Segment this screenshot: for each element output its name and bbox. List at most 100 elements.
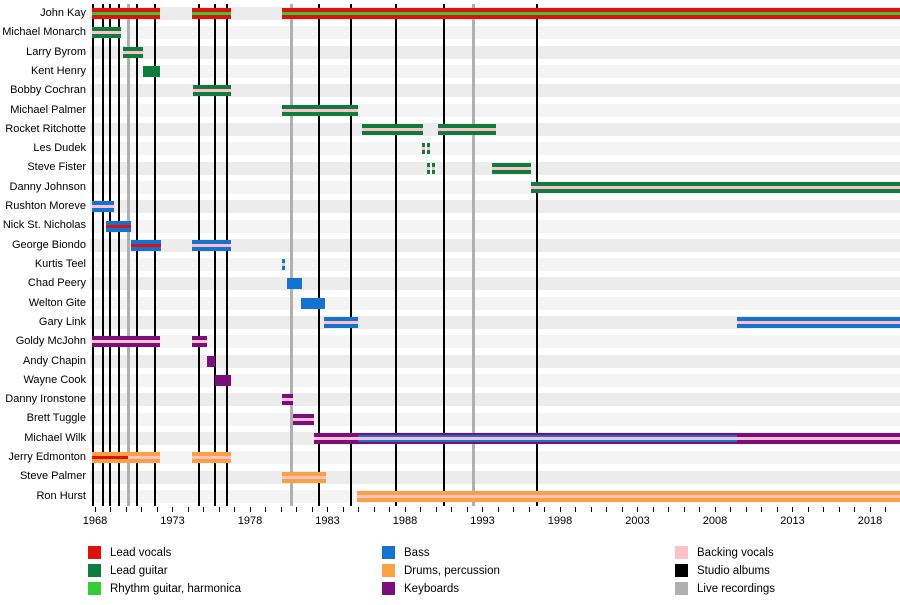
bar-stripe-keyboards: [292, 420, 315, 425]
timeline-bar: [737, 432, 900, 444]
member-label: Andy Chapin: [23, 354, 86, 367]
legend-label: Bass: [404, 546, 430, 559]
row-band: [90, 258, 900, 272]
row-band: [90, 374, 900, 387]
timeline-bar: [206, 355, 216, 367]
timeline-bar: [736, 317, 900, 329]
timeline-bar: [287, 278, 302, 290]
bar-stripe-bass: [281, 259, 287, 264]
year-tick: [342, 507, 344, 512]
year-label: 2003: [625, 515, 650, 527]
year-tick: [621, 507, 623, 512]
year-tick: [172, 507, 174, 512]
legend-item: Backing vocals: [675, 546, 775, 559]
bar-stripe-bass: [91, 208, 115, 213]
year-tick: [652, 507, 654, 512]
row-band: [90, 412, 900, 426]
bar-stripe-drums: [356, 497, 900, 502]
legend-swatch-bass: [382, 546, 395, 559]
member-label: Rocket Ritchotte: [5, 122, 86, 135]
bar-stripe-keyboards: [281, 394, 294, 399]
legend-label: Rhythm guitar, harmonica: [110, 582, 242, 595]
bar-stripe-drums: [191, 459, 231, 464]
bar-stripe-backingvocals: [191, 340, 207, 344]
row-band: [90, 470, 900, 484]
member-label: Chad Peery: [27, 277, 86, 290]
timeline-bar: [531, 181, 900, 193]
year-tick: [869, 507, 871, 512]
year-tick: [838, 507, 840, 512]
timeline-bar: [323, 317, 358, 329]
member-label: Rushton Moreve: [5, 200, 86, 213]
bar-stripe-keyboards: [91, 336, 161, 341]
bar-stripe-rhythmguitar: [191, 12, 232, 16]
bar-stripe-backingvocals: [422, 147, 430, 151]
bar-stripe-keyboards: [281, 401, 294, 406]
member-label: Larry Byrom: [26, 45, 86, 58]
bar-stripe-drums: [128, 452, 161, 457]
legend-column: Lead vocals Lead guitar Rhythm guitar, har…: [88, 546, 241, 600]
year-label: 2013: [780, 515, 805, 527]
year-tick: [187, 507, 189, 512]
year-tick: [296, 507, 298, 512]
legend-swatch-keyboards: [382, 582, 395, 595]
bar-stripe-bass: [191, 246, 231, 251]
member-label: Bobby Cochran: [10, 84, 86, 97]
bar-stripe-backingvocals: [361, 128, 423, 131]
bar-stripe-leadguitar: [122, 53, 143, 58]
legend-label: Keyboards: [404, 582, 459, 595]
year-label: 2008: [702, 515, 728, 527]
legend-item: Rhythm guitar, harmonica: [88, 582, 241, 595]
year-tick: [683, 507, 685, 512]
bar-stripe-keyboards: [313, 432, 358, 437]
studio-album-line: [349, 4, 352, 506]
bar-stripe-bass: [105, 220, 131, 225]
year-tick: [94, 507, 96, 512]
member-label: George Biondo: [12, 238, 86, 251]
bar-stripe-leadguitar: [281, 111, 359, 116]
legend-swatch-drums: [382, 564, 395, 577]
legend-label: Drums, percussion: [404, 564, 500, 577]
bar-stripe-leadguitar: [531, 188, 900, 193]
bar-stripe-backingvocals: [736, 321, 900, 325]
bar-stripe-backingvocals: [281, 108, 359, 112]
bar-stripe-leadguitar: [491, 169, 532, 174]
bar-stripe-backingvocals: [122, 50, 143, 54]
bar-stripe-backingvocals: [323, 321, 358, 325]
member-label: Kent Henry: [30, 64, 86, 77]
member-label: Michael Monarch: [2, 26, 86, 39]
bar-stripe-keyboards: [91, 343, 161, 348]
timeline-bar: [191, 239, 231, 251]
bar-stripe-bass: [287, 278, 302, 290]
year-tick: [482, 507, 484, 512]
bar-stripe-backingvocals: [91, 31, 122, 35]
year-tick: [513, 507, 515, 512]
bar-stripe-leadvocals: [105, 224, 131, 228]
row-band: [90, 335, 900, 349]
member-label: Danny Ironstone: [5, 393, 86, 406]
legend-swatch-live: [675, 582, 688, 595]
year-tick: [373, 507, 375, 512]
member-label: Wayne Cook: [23, 373, 86, 386]
year-tick: [575, 507, 577, 512]
year-tick: [466, 507, 468, 512]
year-tick: [497, 507, 499, 512]
bar-stripe-bass: [323, 317, 358, 322]
legend-label: Studio albums: [697, 564, 770, 577]
year-tick: [156, 507, 158, 512]
year-tick: [280, 507, 282, 512]
bar-stripe-leadvocals: [281, 15, 900, 20]
member-label: Brett Tuggle: [26, 412, 86, 425]
timeline-bar: [357, 432, 738, 444]
bar-stripe-backingvocals: [191, 243, 231, 247]
row-band: [90, 296, 900, 310]
legend-swatch-leadvocals: [88, 546, 101, 559]
timeline-bar: [191, 336, 207, 348]
member-label: Steve Palmer: [19, 470, 86, 483]
timeline-bar: [301, 297, 326, 309]
year-tick: [125, 507, 127, 512]
timeline-bar: [422, 143, 430, 155]
studio-album-line: [101, 4, 104, 506]
year-label: 2018: [857, 515, 883, 527]
year-tick: [435, 507, 437, 512]
